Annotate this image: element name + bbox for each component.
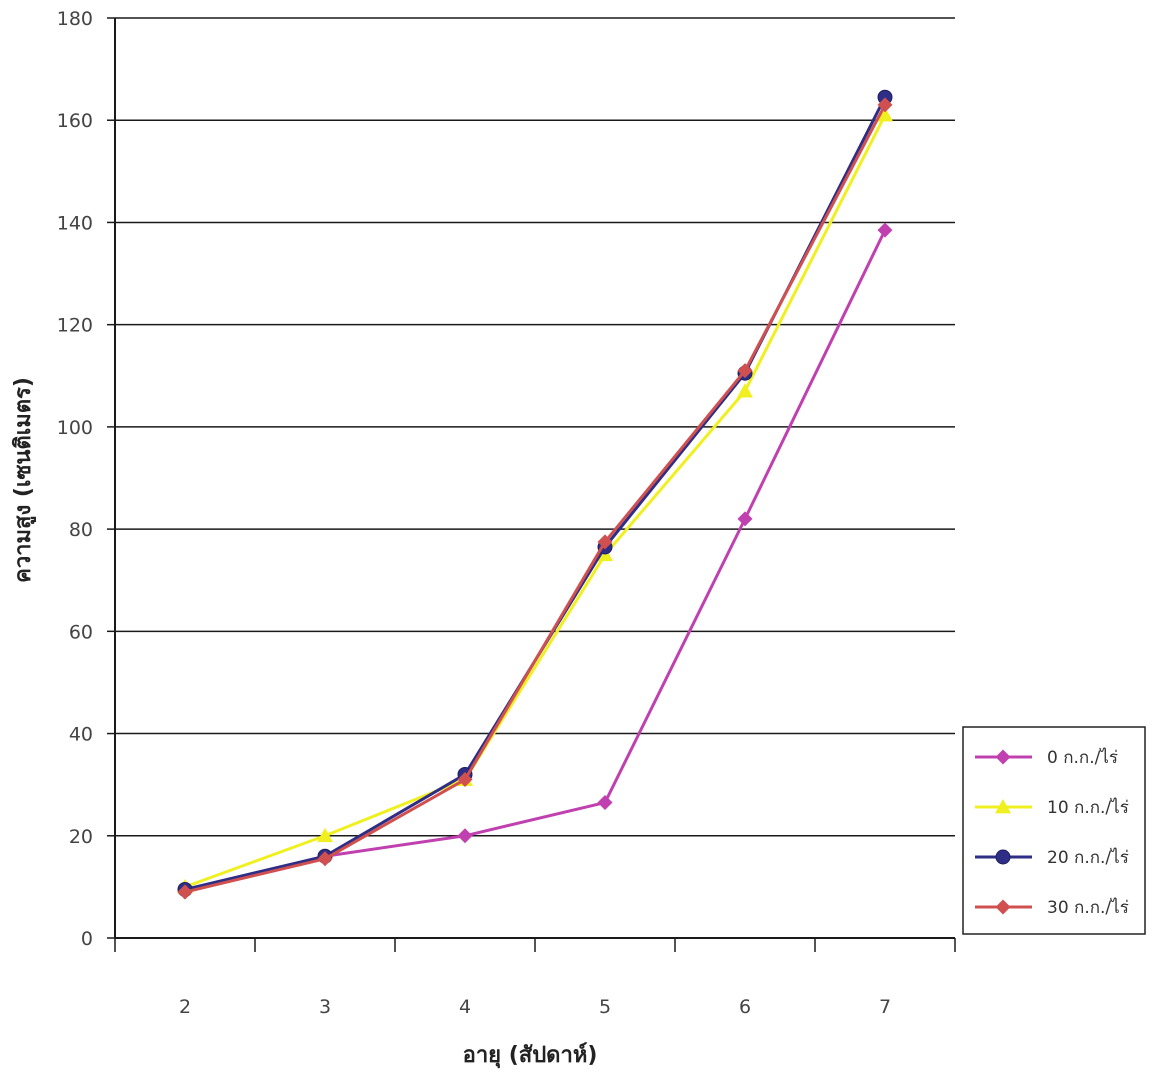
legend-item: 0 ก.ก./ไร่	[975, 747, 1118, 768]
y-tick-label: 40	[69, 724, 93, 746]
data-point	[597, 534, 613, 550]
legend: 0 ก.ก./ไร่ 10 ก.ก./ไร่ 20 ก.ก./ไร่ 30 ก.ก./…	[962, 726, 1146, 935]
x-tick-label: 7	[879, 996, 891, 1018]
legend-label: 0 ก.ก./ไร่	[1047, 747, 1118, 768]
legend-item: 20 ก.ก./ไร่	[975, 847, 1129, 868]
legend-marker	[995, 899, 1011, 915]
legend-item: 30 ก.ก./ไร่	[975, 897, 1129, 918]
legend-item: 10 ก.ก./ไร่	[975, 797, 1129, 818]
series-1	[177, 107, 893, 894]
y-tick-label: 140	[57, 212, 93, 234]
legend-box	[962, 726, 1146, 935]
legend-label: 20 ก.ก./ไร่	[1047, 847, 1129, 868]
y-tick-label: 0	[81, 928, 93, 950]
data-point	[877, 107, 893, 122]
series-3	[177, 97, 893, 900]
gridlines	[115, 17, 955, 837]
data-point	[457, 772, 473, 788]
x-axis-title: อายุ (สัปดาห์)	[463, 1042, 598, 1069]
data-point	[317, 827, 333, 843]
legend-marker	[995, 849, 1011, 865]
data-point	[737, 363, 753, 379]
x-tick-label: 5	[599, 996, 611, 1018]
legend-marker	[995, 749, 1011, 765]
axes	[107, 17, 956, 952]
series-line	[184, 229, 887, 894]
series-lines	[177, 89, 893, 900]
y-tick-label: 80	[69, 519, 93, 541]
data-point	[877, 97, 893, 113]
series-line	[184, 96, 887, 891]
x-tick-label: 6	[739, 996, 751, 1018]
data-point	[457, 828, 473, 844]
y-tick-label: 160	[57, 110, 93, 132]
data-point	[597, 795, 613, 811]
data-point	[177, 884, 193, 900]
x-tick-label: 2	[179, 996, 191, 1018]
series-line	[184, 104, 887, 894]
data-point	[317, 851, 333, 867]
legend-label: 30 ก.ก./ไร่	[1047, 897, 1129, 918]
data-point	[737, 511, 753, 527]
series-2	[177, 89, 893, 897]
legend-marker	[995, 799, 1011, 814]
tick-labels: 0 20 40 60 80 100 120 140 160 180 2 3 4 5 6 7	[57, 8, 891, 1018]
x-tick-label: 3	[319, 996, 331, 1018]
data-point	[737, 383, 753, 398]
x-tick-label: 4	[459, 996, 471, 1018]
legend-label: 10 ก.ก./ไร่	[1047, 797, 1129, 818]
y-tick-label: 120	[57, 315, 93, 337]
y-axis-title: ความสูง (เซนติเมตร)	[11, 377, 37, 583]
y-tick-label: 20	[69, 826, 93, 848]
y-tick-label: 100	[57, 417, 93, 439]
series-line	[184, 114, 887, 889]
data-point	[877, 222, 893, 238]
y-tick-label: 180	[57, 8, 93, 30]
y-tick-label: 60	[69, 621, 93, 643]
